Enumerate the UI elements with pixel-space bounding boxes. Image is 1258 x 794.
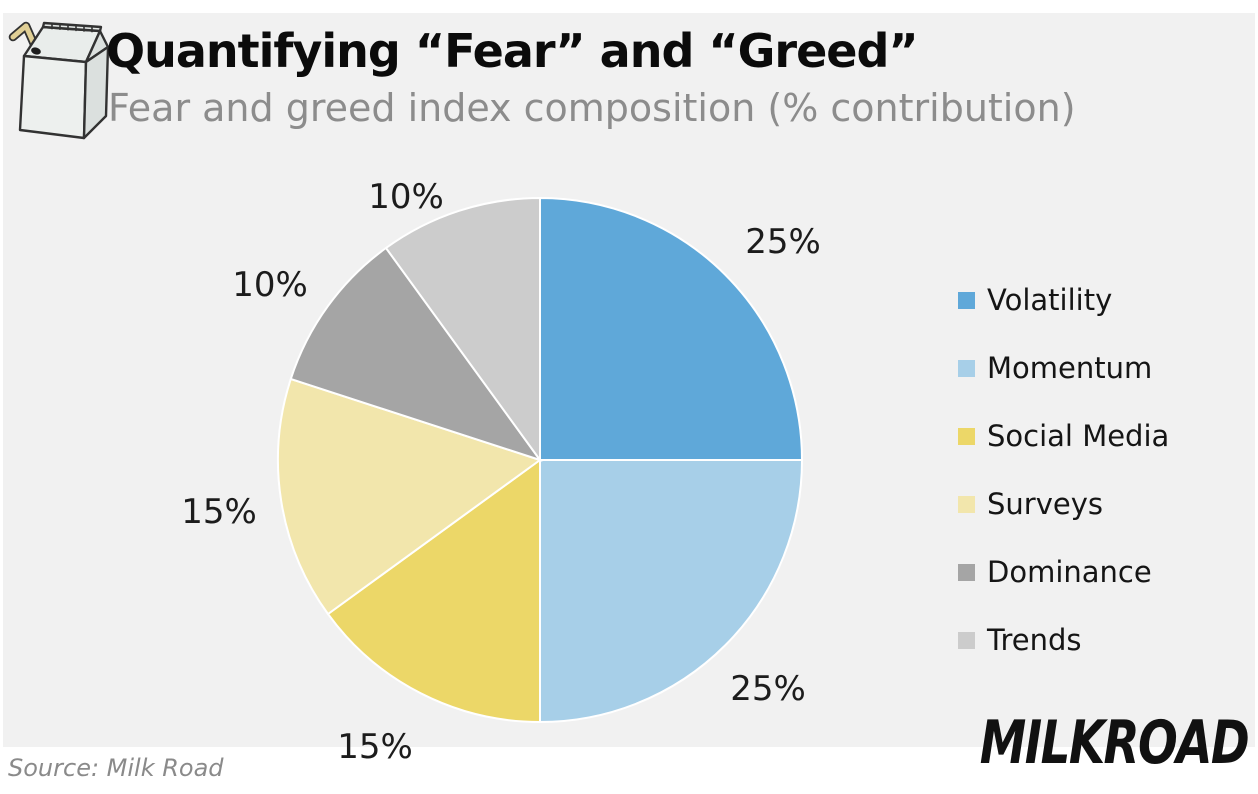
- legend-item-dominance: Dominance: [958, 555, 1169, 589]
- milkroad-logo: MILKROAD: [979, 708, 1250, 778]
- legend-swatch: [958, 495, 975, 513]
- legend-swatch: [958, 359, 975, 377]
- slice-value-label: 25%: [745, 222, 821, 262]
- source-note: Source: Milk Road: [8, 754, 224, 782]
- legend-swatch: [958, 427, 975, 445]
- legend-item-surveys: Surveys: [958, 487, 1169, 521]
- legend-item-momentum: Momentum: [958, 351, 1169, 385]
- pie-slice-momentum: [539, 459, 804, 724]
- page-subtitle: Fear and greed index composition (% cont…: [108, 86, 1076, 130]
- slice-value-label: 15%: [181, 492, 257, 532]
- legend-label: Surveys: [987, 487, 1103, 521]
- slice-value-label: 10%: [232, 265, 308, 305]
- slice-value-label: 10%: [368, 177, 444, 217]
- legend-label: Momentum: [987, 351, 1153, 385]
- legend-label: Trends: [987, 623, 1082, 657]
- pie-slice-volatility: [539, 196, 804, 461]
- legend-label: Volatility: [987, 283, 1113, 317]
- chart-legend: Volatility Momentum Social Media Surveys Dom…: [958, 283, 1169, 657]
- legend-swatch: [958, 631, 975, 649]
- legend-item-volatility: Volatility: [958, 283, 1169, 317]
- legend-item-trends: Trends: [958, 623, 1169, 657]
- pie-slice-trends: [384, 196, 541, 464]
- slice-value-label: 15%: [337, 727, 413, 767]
- legend-label: Dominance: [987, 555, 1152, 589]
- legend-label: Social Media: [987, 419, 1170, 453]
- pie-slice-surveys: [277, 377, 543, 616]
- legend-swatch: [958, 563, 975, 581]
- legend-swatch: [958, 291, 975, 309]
- pie-slice-dominance: [289, 246, 543, 462]
- page-title: Quantifying “Fear” and “Greed”: [106, 24, 919, 78]
- milk-carton-icon: [8, 21, 110, 140]
- pie-slice-social-media: [326, 458, 541, 724]
- slice-value-label: 25%: [730, 669, 806, 709]
- legend-item-social-media: Social Media: [958, 419, 1169, 453]
